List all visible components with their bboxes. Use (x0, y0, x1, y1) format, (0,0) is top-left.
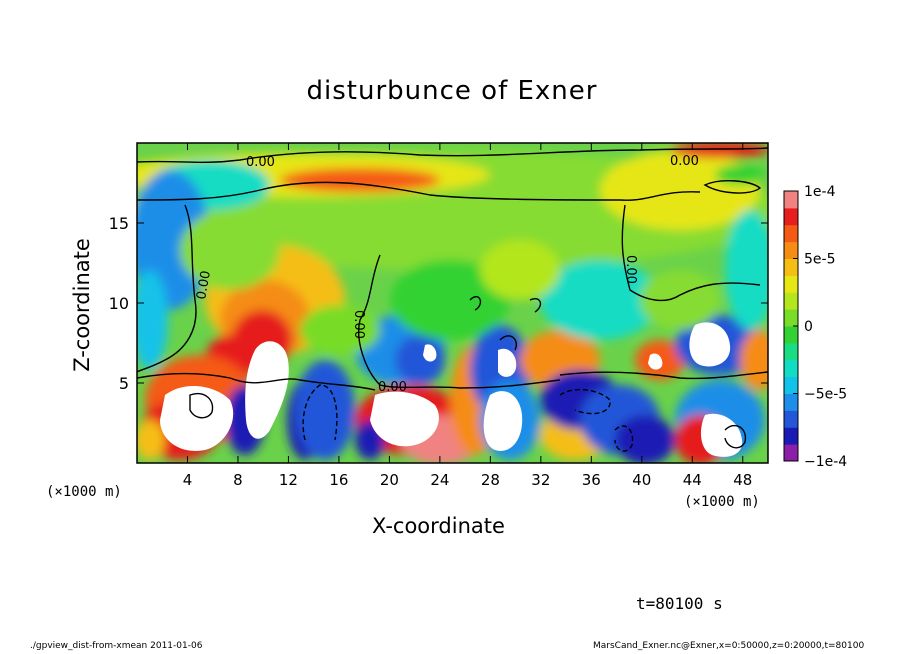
contour-label: 0.00 (623, 255, 638, 284)
colorbar-swatch (784, 224, 798, 243)
contour-label: 0.00 (351, 310, 366, 339)
x-tick-label: 32 (531, 471, 550, 489)
colorbar-tick-label: 1e-4 (804, 184, 836, 200)
x-tick-label: 12 (279, 471, 298, 489)
contour-label: 0.00 (246, 155, 275, 170)
colorbar-swatch (784, 342, 798, 361)
x-tick-label: 44 (683, 471, 702, 489)
x-tick-label: 4 (183, 471, 193, 489)
x-unit-left: (×1000 m) (46, 484, 122, 500)
colorbar-swatch (784, 191, 798, 209)
contour-label: 0.00 (194, 270, 214, 301)
colorbar-swatch (784, 207, 798, 226)
colorbar-tick-label: −1e-4 (804, 454, 847, 470)
colorbar-swatch (784, 292, 798, 310)
colorbar-tick-label: −5e-5 (804, 387, 847, 403)
x-tick-label: 16 (329, 471, 348, 489)
x-tick-label: 28 (481, 471, 500, 489)
x-tick-label: 8 (233, 471, 243, 489)
colorbar-swatch (784, 258, 798, 276)
y-axis: 5 10 15 (109, 214, 768, 393)
time-label: t=80100 s (636, 594, 723, 613)
x-tick-label: 36 (582, 471, 601, 489)
x-tick-label: 20 (380, 471, 399, 489)
colorbar-tick-label: 0 (804, 319, 813, 335)
contour-field (137, 143, 768, 463)
chart-title: disturbunce of Exner (306, 76, 598, 106)
x-tick-label: 24 (430, 471, 449, 489)
y-tick-label: 5 (119, 374, 129, 393)
contour-lines (137, 147, 768, 452)
colorbar-swatch (784, 393, 798, 411)
contour-label: 0.00 (670, 154, 699, 169)
colorbar-swatch (784, 275, 798, 293)
x-axis: 4 8 12 16 20 24 28 32 36 40 44 48 (183, 143, 752, 489)
x-unit-right: (×1000 m) (684, 494, 760, 510)
colorbar-swatch (784, 427, 798, 445)
y-axis-label: Z-coordinate (70, 238, 94, 372)
colorbar: 1e-4 5e-5 0 −5e-5 −1e-4 (783, 184, 847, 470)
x-axis-label: X-coordinate (372, 514, 505, 538)
colorbar-swatch (784, 241, 798, 259)
contour-labels: 0.00 0.00 0.00 0.00 0.00 0.00 (194, 154, 699, 395)
colorbar-tick-label: 5e-5 (804, 252, 835, 268)
colorbar-swatch (784, 376, 798, 394)
x-tick-label: 48 (733, 471, 752, 489)
colorbar-swatch (784, 410, 798, 428)
colorbar-swatch (784, 444, 798, 462)
colorbar-swatch (784, 309, 798, 327)
colorbar-swatch (784, 359, 798, 378)
colorbar-swatch (784, 326, 798, 344)
x-tick-label: 40 (632, 471, 651, 489)
footer-right: MarsCand_Exner.nc@Exner,x=0:50000,z=0:20… (593, 641, 865, 651)
contour-label: 0.00 (378, 380, 407, 395)
y-tick-label: 10 (109, 294, 129, 313)
y-tick-label: 15 (109, 214, 129, 233)
footer-left: ./gpview_dist-from-xmean 2011-01-06 (30, 641, 203, 651)
